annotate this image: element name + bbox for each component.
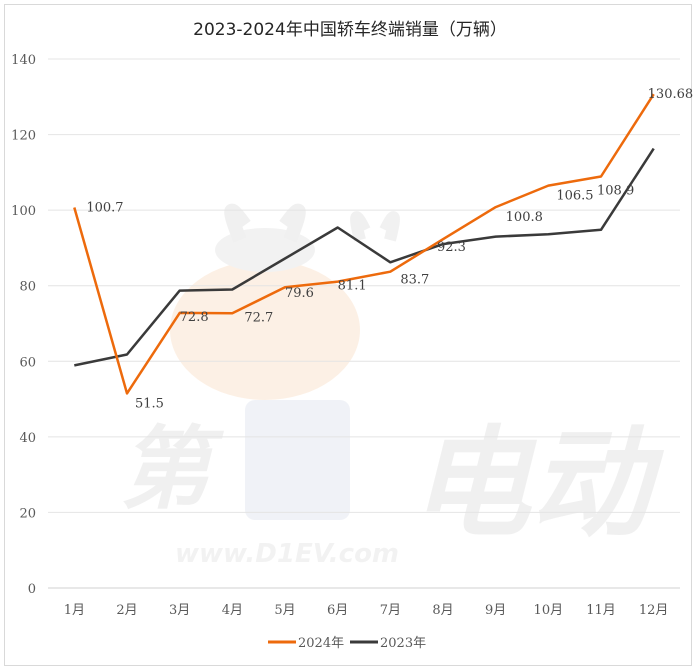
x-tick-label: 3月 (169, 603, 190, 618)
svg-text:www.D1EV.com: www.D1EV.com (175, 539, 399, 569)
data-label: 100.8 (506, 210, 543, 225)
y-tick-label: 120 (11, 129, 36, 144)
x-tick-label: 7月 (380, 603, 401, 618)
data-label: 51.5 (135, 396, 164, 411)
data-label: 81.1 (338, 279, 367, 294)
x-tick-label: 8月 (432, 603, 453, 618)
data-label: 92.3 (437, 240, 466, 255)
y-tick-label: 40 (19, 431, 36, 446)
x-tick-label: 4月 (222, 603, 243, 618)
x-tick-label: 12月 (639, 603, 669, 618)
data-label: 83.7 (400, 273, 429, 288)
data-label: 106.5 (556, 189, 593, 204)
x-tick-label: 6月 (327, 603, 348, 618)
svg-text:电动: 电动 (410, 415, 665, 554)
svg-text:第: 第 (120, 417, 225, 522)
y-tick-label: 80 (19, 280, 36, 295)
data-label: 108.9 (597, 184, 634, 199)
legend-label-2024: 2024年 (298, 636, 344, 651)
chart-title: 2023-2024年中国轿车终端销量（万辆） (193, 20, 507, 40)
legend-label-2023: 2023年 (380, 636, 426, 651)
data-label: 130.68 (648, 87, 694, 102)
series-line-2023 (74, 147, 655, 367)
y-tick-label: 0 (28, 582, 36, 597)
x-tick-label: 9月 (485, 603, 506, 618)
x-tick-label: 10月 (534, 603, 564, 618)
data-label: 72.8 (180, 310, 209, 325)
x-tick-label: 2月 (116, 603, 137, 618)
data-label: 72.7 (244, 310, 273, 325)
x-tick-label: 5月 (274, 603, 295, 618)
watermark-logo: 第 电动 www.D1EV.com (120, 203, 665, 569)
x-tick-label: 11月 (586, 603, 616, 618)
data-label: 79.6 (285, 286, 314, 301)
data-label: 100.7 (86, 200, 123, 215)
y-tick-label: 60 (19, 355, 36, 370)
x-tick-label: 1月 (64, 603, 85, 618)
series-line-2024 (73, 93, 655, 395)
y-tick-label: 100 (11, 204, 36, 219)
y-tick-label: 140 (11, 53, 36, 68)
y-tick-label: 20 (19, 506, 36, 521)
